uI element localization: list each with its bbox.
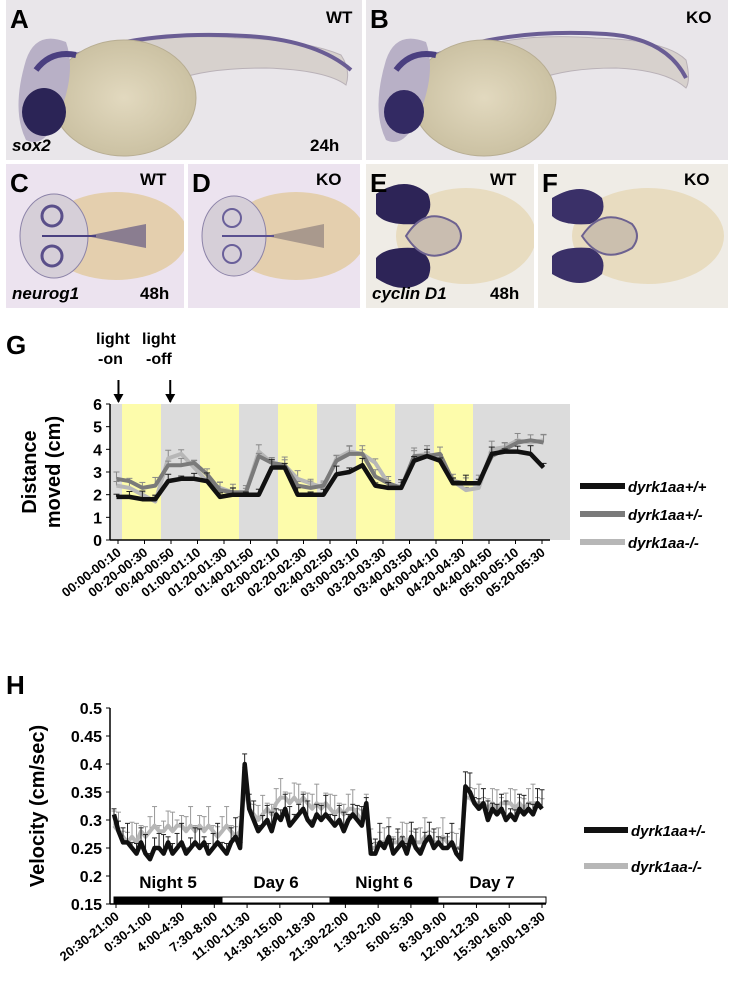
y-tick-label: 0.5 [80,701,102,718]
panel-letter: A [10,4,29,34]
y-axis-label: Velocity (cm/sec) [27,725,49,887]
panel-c-micrograph: C WT neurog1 48h [6,164,184,308]
y-tick-label: 0.3 [80,813,102,830]
series-line-0 [111,761,544,862]
gene-label: neurog1 [12,284,80,303]
period-label: Night 5 [139,873,197,892]
gene-label: sox2 [12,136,51,155]
panel-a-micrograph: A WT sox2 24h [6,0,362,160]
panel-f-micrograph: F KO [538,164,728,308]
light-off-line2: -off [146,351,172,368]
cyclin-d1-wt-image [376,184,534,288]
light-on-arrow-head [113,394,124,403]
panel-d-micrograph: D KO [188,164,360,308]
panel-letter: B [370,4,389,34]
day-night-bar [437,896,547,904]
genotype-label: WT [490,170,517,189]
light-off-arrow-head [165,394,176,403]
gene-label: cyclin D1 [372,284,447,303]
light-on-line2: -on [98,351,123,368]
panel-b-micrograph: B KO [366,0,728,160]
y-tick-label: 0.4 [80,757,102,774]
panel-letter: D [192,168,211,198]
series-line-0 [116,449,546,502]
legend-label: dyrk1aa+/- [628,507,703,524]
y-axis-label-text: Velocity (cm/sec) [27,725,49,887]
y-tick-label: 0.2 [80,869,102,886]
timepoint-label: 48h [140,284,170,303]
legend-label: dyrk1aa+/- [631,823,706,840]
sox2-wt-embryo-image [18,32,353,157]
neurog1-ko-image [201,192,360,280]
y-axis-label-line1: Distance [19,430,41,513]
day-night-bar [329,896,439,904]
genotype-label: KO [684,170,710,189]
legend-label: dyrk1aa-/- [631,859,702,876]
y-tick-label: 6 [93,397,102,414]
y-axis-label-line2: moved (cm) [43,416,65,528]
velocity-chart: 0.15 0.2 0.25 0.3 0.35 0.4 0.45 0.5 Velocity (cm… [27,701,706,964]
panel-letter: G [6,330,27,360]
light-phase-band [473,404,570,540]
light-phase-band [122,404,161,540]
legend-label: dyrk1aa-/- [628,535,699,552]
period-label: Night 6 [355,873,413,892]
period-label: Day 7 [469,873,514,892]
light-phase-band [239,404,278,540]
day-night-bar [113,896,223,904]
genotype-label: KO [686,8,712,27]
light-phase-band [161,404,200,540]
panel-letter: F [542,168,558,198]
y-axis-label: Distance moved (cm) [19,416,65,528]
y-tick-label: 4 [93,442,102,459]
y-tick-label: 3 [93,465,102,482]
genotype-label: WT [326,8,353,27]
y-tick-label: 0 [93,533,102,550]
y-tick-label: 5 [93,420,102,437]
light-off-annotation: light -off [142,330,176,370]
light-phase-band [395,404,434,540]
y-tick-label: 0.45 [71,729,102,746]
light-on-annotation: light -on [96,330,130,370]
y-tick-label: 0.35 [71,785,102,802]
genotype-label: WT [140,170,167,189]
y-tick-label: 0.15 [71,897,102,914]
y-tick-label: 2 [93,488,102,505]
panel-e-micrograph: E WT cyclin D1 48h [366,164,534,308]
timepoint-label: 48h [490,284,520,303]
panel-letter: E [370,168,388,198]
timepoint-label: 24h [310,136,340,155]
y-tick-label: 0.25 [71,841,102,858]
y-tick-label: 1 [93,510,102,527]
legend-label: dyrk1aa+/+ [628,479,707,496]
genotype-label: KO [316,170,342,189]
sox2-ko-embryo-image [378,30,689,157]
cyclin-d1-ko-image [552,188,724,284]
day-night-bar [221,896,331,904]
panel-letter: C [10,168,29,198]
neurog1-wt-image [19,192,184,280]
light-phase-band [434,404,473,540]
period-label: Day 6 [253,873,298,892]
light-off-line1: light [142,331,176,348]
light-on-line1: light [96,331,130,348]
panel-letter: H [6,670,25,700]
